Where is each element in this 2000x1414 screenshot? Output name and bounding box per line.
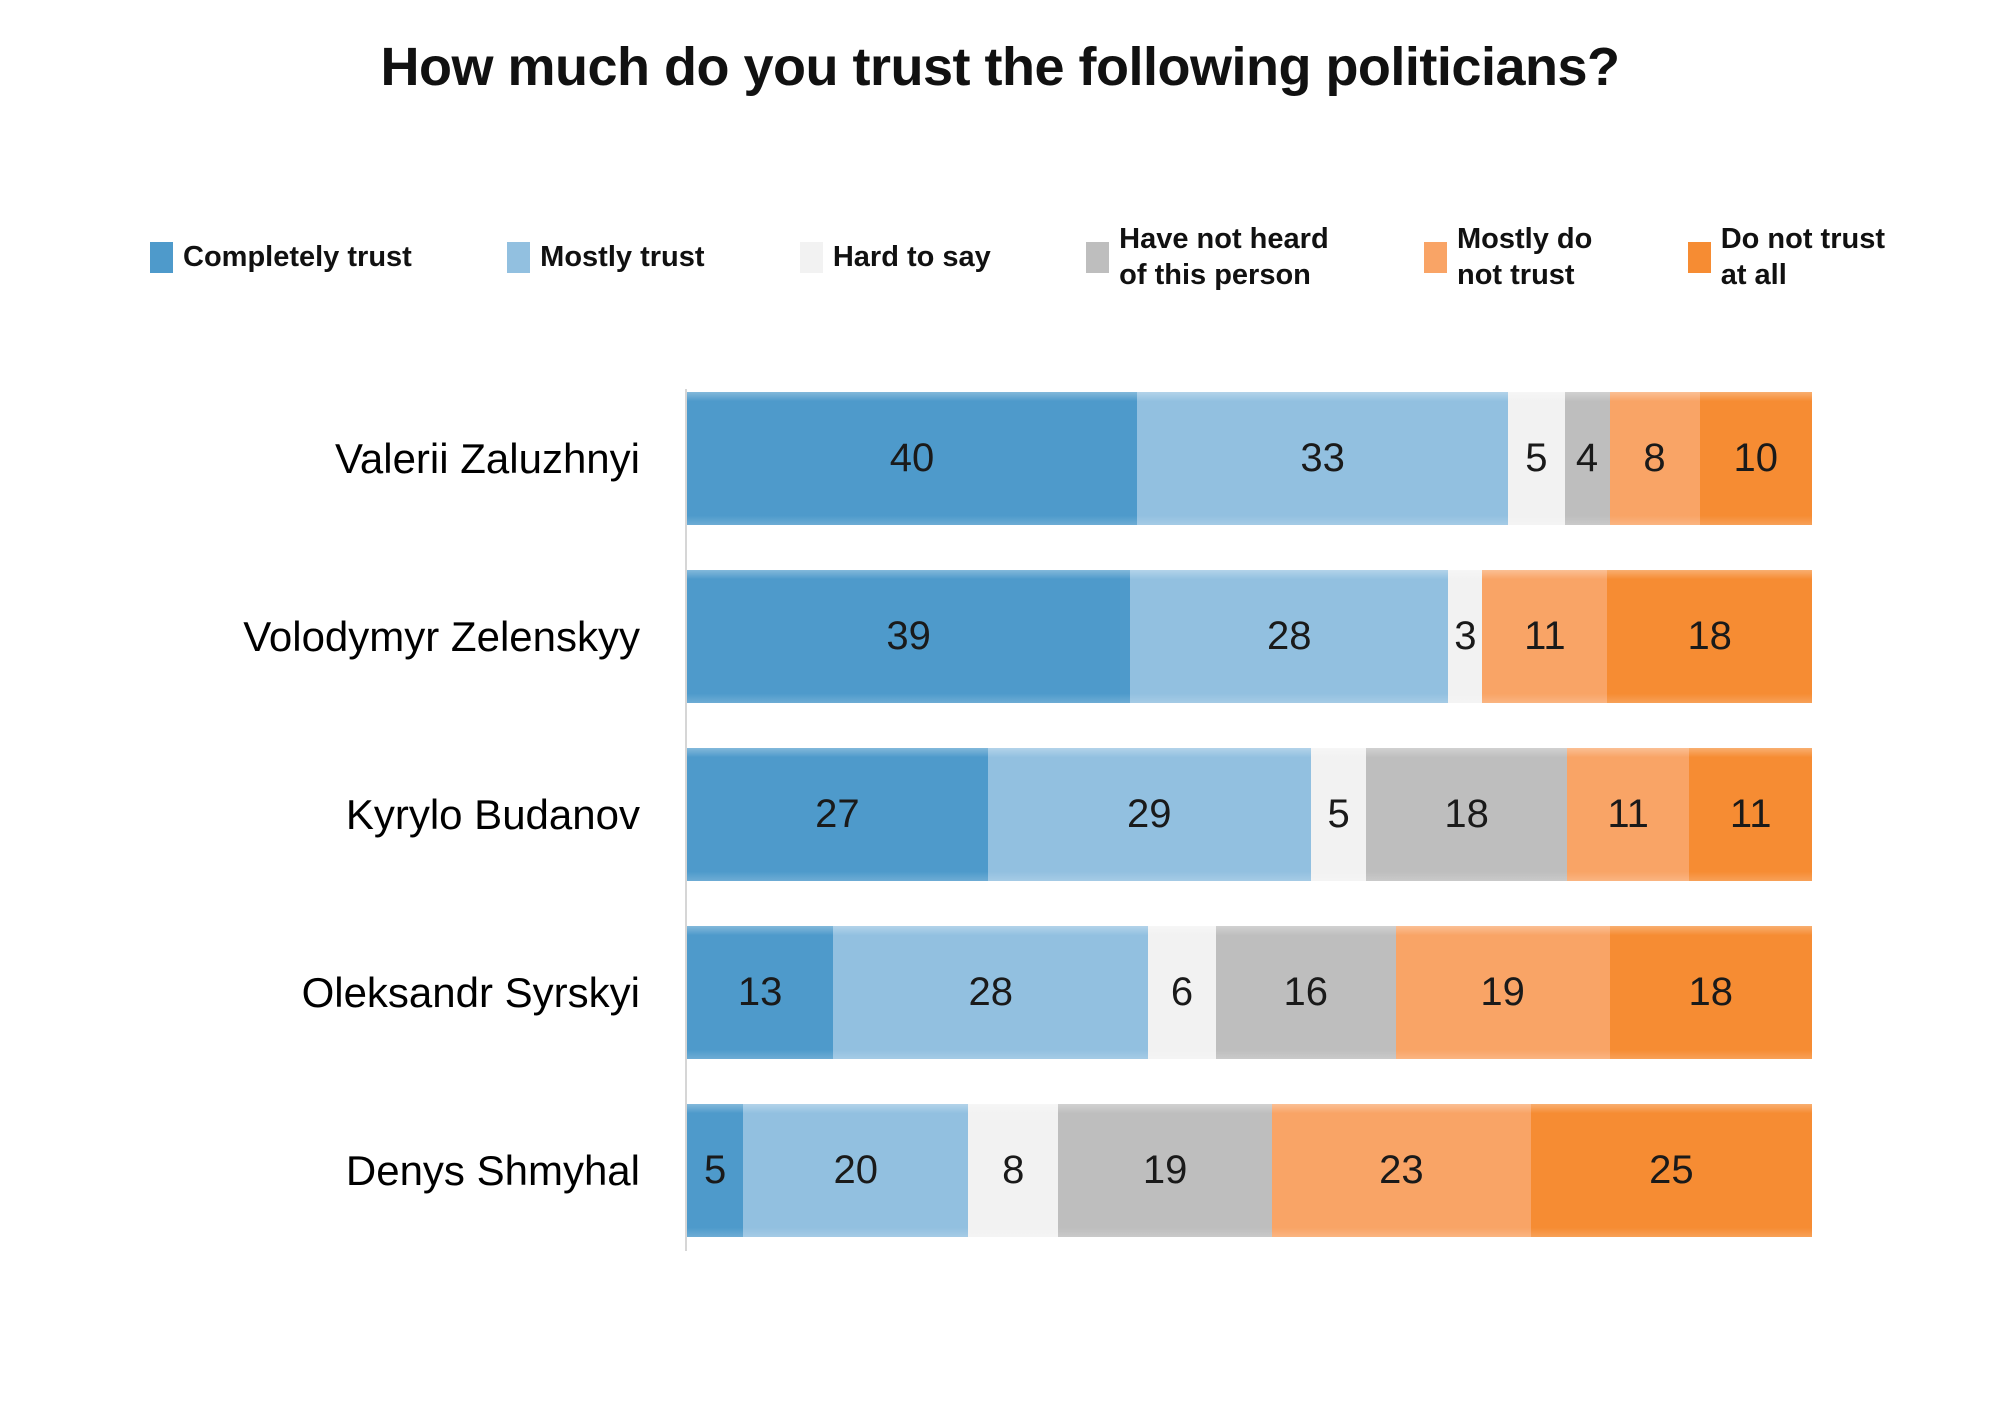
legend-swatch-icon bbox=[507, 242, 531, 274]
segment-mostly-do-not-trust: 11 bbox=[1566, 748, 1690, 881]
legend-item-mostly-do-not-trust: Mostly do not trust bbox=[1424, 222, 1592, 294]
category-label: Volodymyr Zelenskyy bbox=[243, 612, 640, 660]
segment-mostly-do-not-trust: 11 bbox=[1482, 570, 1608, 703]
stacked-bar-chart: Valerii Zaluzhnyi 40 33 5 4 8 10 Volodymyr Zele… bbox=[0, 389, 1812, 1251]
segment-value: 19 bbox=[1480, 970, 1525, 1014]
stacked-bar: 27 29 5 18 11 11 bbox=[687, 748, 1812, 881]
segment-mostly-trust: 29 bbox=[987, 748, 1311, 881]
legend-swatch-icon bbox=[1086, 242, 1110, 274]
chart-title: How much do you trust the following poli… bbox=[380, 37, 1620, 97]
segment-mostly-trust: 33 bbox=[1137, 392, 1509, 525]
stacked-bar: 40 33 5 4 8 10 bbox=[687, 392, 1812, 525]
segment-do-not-trust-at-all: 18 bbox=[1607, 570, 1812, 703]
segment-do-not-trust-at-all: 18 bbox=[1609, 926, 1812, 1059]
segment-mostly-trust: 28 bbox=[1130, 570, 1449, 703]
segment-do-not-trust-at-all: 11 bbox=[1689, 748, 1812, 881]
category-label: Denys Shmyhal bbox=[345, 1146, 640, 1194]
stacked-bar: 13 28 6 16 19 18 bbox=[687, 926, 1812, 1059]
segment-hard-to-say: 5 bbox=[1508, 392, 1565, 525]
segment-value: 25 bbox=[1649, 1148, 1694, 1192]
segment-value: 28 bbox=[1267, 614, 1312, 658]
segment-value: 11 bbox=[1524, 614, 1566, 658]
segment-completely-trust: 39 bbox=[687, 570, 1131, 703]
legend-swatch-icon bbox=[799, 242, 823, 274]
segment-value: 23 bbox=[1379, 1148, 1424, 1192]
segment-value: 18 bbox=[1688, 970, 1734, 1014]
segment-value: 20 bbox=[833, 1148, 879, 1192]
segment-value: 5 bbox=[1327, 792, 1350, 836]
segment-value: 11 bbox=[1607, 792, 1649, 836]
legend-item-mostly-trust: Mostly trust bbox=[507, 240, 705, 276]
legend-swatch-icon bbox=[1687, 242, 1711, 274]
segment-have-not-heard-of-this-person: 16 bbox=[1215, 926, 1396, 1059]
legend-label: Have not heard of this person bbox=[1119, 223, 1329, 291]
legend-item-have-not-heard-of-this-person: Have not heard of this person bbox=[1086, 222, 1329, 294]
segment-value: 4 bbox=[1575, 436, 1599, 480]
segment-hard-to-say: 5 bbox=[1310, 748, 1367, 881]
category-label: Oleksandr Syrskyi bbox=[301, 968, 640, 1016]
chart-row-denys-shmyhal: Denys Shmyhal 5 20 8 19 23 25 bbox=[0, 1104, 1812, 1237]
segment-value: 8 bbox=[1002, 1148, 1025, 1192]
segment-have-not-heard-of-this-person: 4 bbox=[1564, 392, 1610, 525]
stacked-bar: 5 20 8 19 23 25 bbox=[687, 1104, 1812, 1237]
segment-hard-to-say: 8 bbox=[968, 1104, 1059, 1237]
segment-mostly-trust: 20 bbox=[743, 1104, 969, 1237]
y-axis-line bbox=[685, 389, 687, 1251]
segment-mostly-do-not-trust: 19 bbox=[1395, 926, 1610, 1059]
segment-value: 28 bbox=[968, 970, 1014, 1014]
legend-label: Completely trust bbox=[183, 240, 412, 273]
legend-swatch-icon bbox=[1424, 242, 1447, 274]
segment-value: 10 bbox=[1733, 436, 1779, 480]
legend-label: Do not trust at all bbox=[1720, 223, 1885, 291]
segment-value: 29 bbox=[1126, 792, 1172, 836]
chart-row-valerii-zaluzhnyi: Valerii Zaluzhnyi 40 33 5 4 8 10 bbox=[0, 392, 1812, 525]
segment-value: 5 bbox=[1525, 436, 1548, 480]
segment-value: 3 bbox=[1454, 614, 1477, 658]
segment-value: 6 bbox=[1170, 970, 1194, 1014]
segment-value: 11 bbox=[1729, 792, 1772, 836]
chart-row-volodymyr-zelenskyy: Volodymyr Zelenskyy 39 28 3 11 18 bbox=[0, 570, 1812, 703]
legend-label: Mostly trust bbox=[540, 240, 705, 273]
segment-mostly-do-not-trust: 23 bbox=[1272, 1104, 1531, 1237]
segment-value: 5 bbox=[704, 1148, 727, 1192]
segment-hard-to-say: 3 bbox=[1448, 570, 1483, 703]
segment-completely-trust: 27 bbox=[687, 748, 988, 881]
legend-item-completely-trust: Completely trust bbox=[150, 240, 412, 276]
segment-value: 13 bbox=[737, 970, 783, 1014]
chart-row-kyrylo-budanov: Kyrylo Budanov 27 29 5 18 11 11 bbox=[0, 748, 1812, 881]
segment-have-not-heard-of-this-person: 19 bbox=[1058, 1104, 1272, 1237]
segment-mostly-trust: 28 bbox=[833, 926, 1149, 1059]
stacked-bar: 39 28 3 11 18 bbox=[687, 570, 1812, 703]
segment-do-not-trust-at-all: 25 bbox=[1530, 1104, 1812, 1237]
segment-value: 39 bbox=[886, 614, 931, 658]
legend-label: Hard to say bbox=[832, 240, 991, 273]
segment-do-not-trust-at-all: 10 bbox=[1699, 392, 1812, 525]
segment-value: 18 bbox=[1687, 614, 1732, 658]
legend-item-hard-to-say: Hard to say bbox=[799, 240, 991, 276]
segment-completely-trust: 5 bbox=[687, 1104, 744, 1237]
legend-label: Mostly do not trust bbox=[1457, 223, 1593, 291]
segment-value: 16 bbox=[1283, 970, 1329, 1014]
segment-value: 27 bbox=[815, 792, 860, 836]
legend: Completely trust Mostly trust Hard to say H… bbox=[150, 222, 1885, 294]
legend-swatch-icon bbox=[150, 242, 173, 274]
chart-row-oleksandr-syrskyi: Oleksandr Syrskyi 13 28 6 16 19 18 bbox=[0, 926, 1812, 1059]
segment-value: 18 bbox=[1444, 792, 1489, 836]
segment-value: 8 bbox=[1643, 436, 1666, 480]
category-label: Valerii Zaluzhnyi bbox=[334, 434, 640, 482]
segment-have-not-heard-of-this-person: 18 bbox=[1366, 748, 1567, 881]
segment-mostly-do-not-trust: 8 bbox=[1609, 392, 1700, 525]
legend-item-do-not-trust-at-all: Do not trust at all bbox=[1687, 222, 1885, 294]
segment-value: 40 bbox=[889, 436, 935, 480]
segment-value: 19 bbox=[1142, 1148, 1188, 1192]
segment-completely-trust: 13 bbox=[687, 926, 834, 1059]
segment-hard-to-say: 6 bbox=[1148, 926, 1216, 1059]
segment-value: 33 bbox=[1300, 436, 1345, 480]
category-label: Kyrylo Budanov bbox=[345, 790, 640, 838]
segment-completely-trust: 40 bbox=[687, 392, 1137, 525]
